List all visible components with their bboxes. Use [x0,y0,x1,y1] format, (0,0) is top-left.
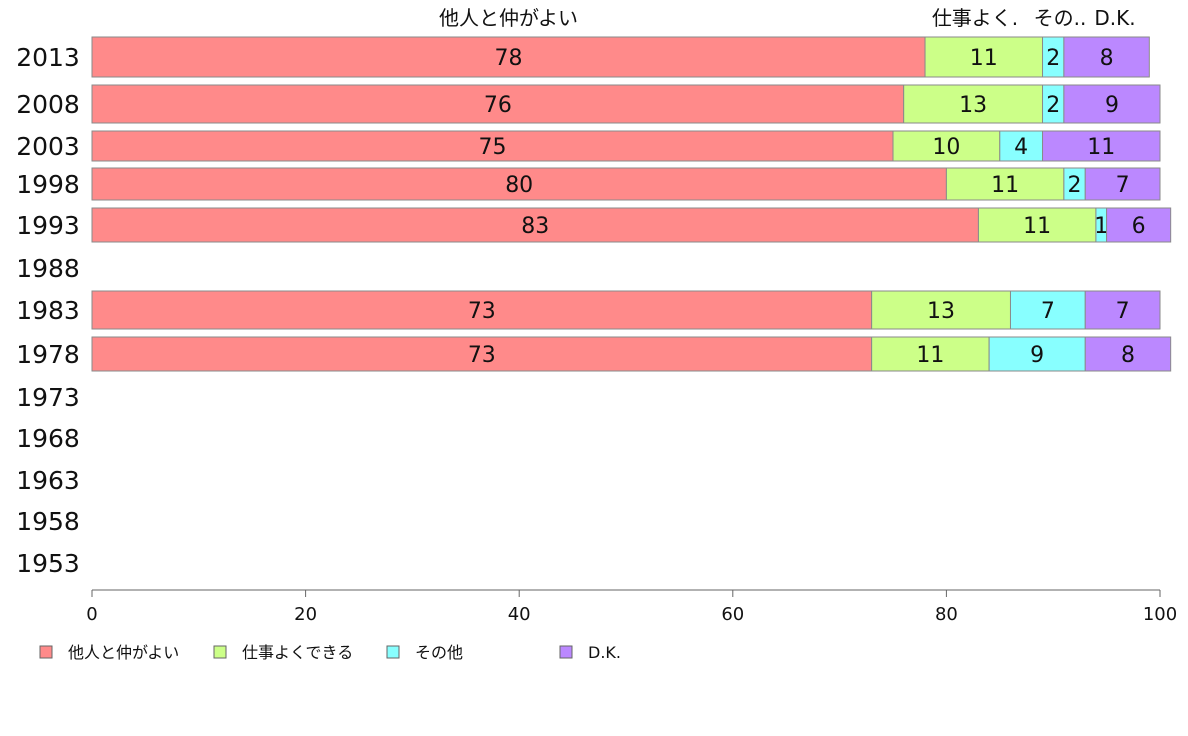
data-label: 11 [916,343,944,368]
data-label: 11 [1023,214,1051,239]
data-label: 75 [479,135,507,160]
legend-label: 他人と仲がよい [68,643,179,662]
data-label: 9 [1030,343,1044,368]
top-series-label: 他人と仲がよい [439,6,578,30]
bar-segment [1063,36,1150,78]
bar-segment [91,290,873,330]
x-tick-label: 0 [86,604,97,625]
data-label: 9 [1105,93,1119,118]
data-label: 7 [1116,299,1130,324]
legend-swatch [559,645,573,659]
bar-segment [91,84,905,124]
data-label: 11 [1087,135,1115,160]
data-label: 2 [1046,46,1060,71]
bar-segment [1084,336,1172,372]
y-tick-label: 1953 [16,549,80,578]
data-label: 7 [1116,173,1130,198]
y-tick-label: 1993 [16,211,80,240]
bar-segment [977,207,1097,243]
bar-segment [1084,167,1161,201]
top-series-label: その.. [1034,6,1087,30]
bar-segment [871,336,990,372]
bar-segment [1042,130,1161,162]
bar-segment [91,36,926,78]
data-label: 4 [1014,135,1028,160]
y-tick-label: 1963 [16,466,80,495]
bar-segment [892,130,1001,162]
data-label: 78 [495,46,523,71]
legend-swatch [213,645,227,659]
data-label: 76 [484,93,512,118]
data-label: 1 [1094,214,1108,239]
data-label: 80 [505,173,533,198]
data-label: 13 [959,93,987,118]
y-tick-label: 1958 [16,507,80,536]
data-label: 8 [1100,46,1114,71]
bar-segment [999,130,1044,162]
top-series-label: 仕事よく. [932,6,1018,30]
legend-label: その他 [415,643,463,662]
bar-segment [91,167,947,201]
data-label: 8 [1121,343,1135,368]
data-label: 73 [468,299,496,324]
bar-segment [91,207,979,243]
data-label: 2 [1068,173,1082,198]
legend-swatch [386,645,400,659]
bar-segment [1009,290,1086,330]
bar-segment [91,130,894,162]
x-tick-label: 60 [721,604,744,625]
y-tick-label: 1973 [16,383,80,412]
top-series-label: D.K. [1094,6,1135,30]
data-label: 83 [521,214,549,239]
y-tick-label: 2003 [16,132,80,161]
bar-segment [1106,207,1172,243]
y-tick-label: 1998 [16,170,80,199]
data-label: 2 [1046,93,1060,118]
bar-segment [924,36,1044,78]
legend-label: D.K. [588,643,621,662]
x-tick-label: 40 [508,604,531,625]
y-tick-label: 1978 [16,340,80,369]
y-tick-label: 2013 [16,43,80,72]
data-label: 11 [991,173,1019,198]
x-tick-label: 100 [1143,604,1177,625]
x-tick-label: 20 [294,604,317,625]
data-label: 10 [932,135,960,160]
bar-segment [91,336,873,372]
legend-label: 仕事よくできる [242,643,353,662]
bar-segment [871,290,1011,330]
y-tick-label: 1988 [16,254,80,283]
data-label: 73 [468,343,496,368]
x-tick-label: 80 [935,604,958,625]
y-tick-label: 1968 [16,424,80,453]
bar-segment [1063,84,1161,124]
bar-segment [988,336,1086,372]
y-tick-label: 1983 [16,296,80,325]
data-label: 6 [1132,214,1146,239]
bar-segment [903,84,1044,124]
data-label: 7 [1041,299,1055,324]
legend-swatch [39,645,53,659]
bar-segment [1084,290,1161,330]
data-label: 13 [927,299,955,324]
bar-segment [945,167,1065,201]
data-label: 11 [970,46,998,71]
y-tick-label: 2008 [16,90,80,119]
